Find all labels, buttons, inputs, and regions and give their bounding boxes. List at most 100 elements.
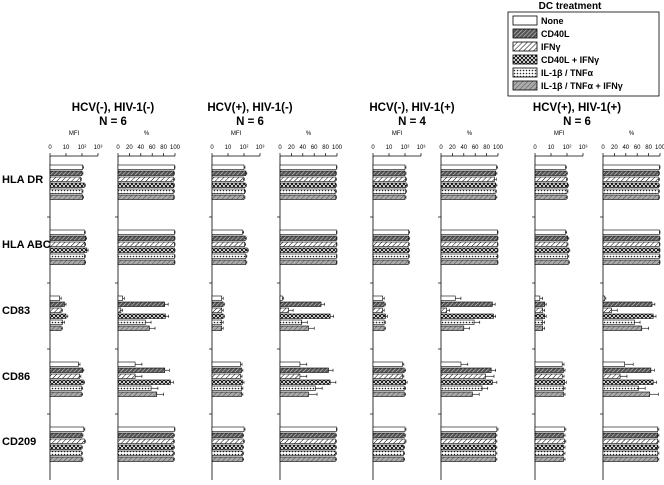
mfi-bar	[372, 194, 406, 200]
pct-bar	[440, 444, 497, 450]
pct-bar	[279, 188, 336, 194]
mfi-bar	[211, 295, 222, 301]
mfi-bar	[534, 319, 543, 325]
pct-bar	[602, 247, 660, 253]
pct-bar	[440, 373, 486, 379]
pct-bar	[117, 432, 174, 438]
tick-label: 10²	[563, 145, 572, 151]
mfi-bar	[372, 176, 406, 182]
pct-bar	[117, 188, 174, 194]
pct-bar	[117, 241, 175, 247]
pct-bar	[117, 438, 174, 444]
tick-label: 10	[386, 145, 393, 151]
mfi-bar	[211, 194, 245, 200]
mfi-bar	[534, 432, 564, 438]
pct-bar	[279, 301, 322, 307]
pct-bar	[279, 253, 337, 259]
pct-bar	[117, 235, 175, 241]
mfi-bar	[211, 379, 243, 385]
tick-label: 10³	[94, 145, 103, 151]
pct-bar	[279, 229, 337, 235]
pct-bar	[602, 426, 659, 432]
pct-bar	[602, 438, 659, 444]
legend-title: DC treatment	[539, 1, 602, 12]
pct-bar	[602, 176, 659, 182]
axis-label: %	[629, 131, 635, 137]
pct-bar	[440, 253, 498, 259]
pct-bar	[117, 259, 175, 265]
mfi-bar	[211, 253, 247, 259]
mfi-bar	[49, 426, 85, 432]
mfi-bar	[372, 229, 409, 235]
pct-bar	[279, 164, 337, 170]
pct-bar	[117, 391, 158, 397]
legend-label: IL-1β / TNFα + IFNγ	[541, 81, 623, 91]
tick-label: 10³	[256, 145, 265, 151]
pct-bar	[279, 313, 331, 319]
tick-label: 60	[311, 145, 318, 151]
mfi-bar	[534, 391, 564, 397]
pct-bar	[117, 301, 166, 307]
pct-bar	[117, 176, 174, 182]
legend-swatch	[512, 15, 538, 26]
mfi-bar	[372, 450, 404, 456]
mfi-bar	[49, 247, 88, 253]
mfi-bar	[211, 438, 244, 444]
pct-bar	[602, 241, 660, 247]
mfi-bar	[211, 182, 246, 188]
tick-label: 60	[472, 145, 479, 151]
pct-bar	[117, 325, 150, 331]
group-title: HCV(+), HIV-1(+)	[533, 102, 621, 114]
mfi-bar	[372, 307, 383, 313]
mfi-bar	[49, 176, 81, 182]
tick-label: 40	[622, 145, 629, 151]
mfi-bar	[372, 182, 407, 188]
mfi-bar	[372, 385, 405, 391]
mfi-bar	[211, 361, 241, 367]
pct-bar	[440, 301, 493, 307]
mfi-bar	[534, 313, 545, 319]
pct-bar	[279, 456, 336, 462]
mfi-bar	[211, 367, 242, 373]
axis-label: %	[306, 131, 312, 137]
pct-bar	[279, 259, 337, 265]
pct-bar	[117, 307, 122, 313]
pct-bar	[117, 194, 175, 200]
pct-bar	[602, 307, 612, 313]
mfi-bar	[211, 432, 243, 438]
pct-bar	[117, 295, 123, 301]
mfi-bar	[534, 164, 566, 170]
mfi-bar	[534, 325, 543, 331]
mfi-bar	[49, 385, 82, 391]
pct-bar	[602, 194, 660, 200]
marker-labels: HLA DR HLA ABC CD83 CD86 CD209	[2, 174, 51, 448]
mfi-bar	[372, 379, 406, 385]
tick-label: 10	[225, 145, 232, 151]
pct-bar	[602, 301, 653, 307]
pct-bar	[602, 253, 660, 259]
pct-bar	[602, 164, 660, 170]
marker-label: CD209	[2, 436, 36, 448]
legend-swatch	[512, 54, 538, 65]
pct-bar	[602, 444, 659, 450]
tick-label: 40	[299, 145, 306, 151]
mfi-bar	[534, 176, 567, 182]
tick-label: 100	[332, 145, 343, 151]
mfi-bar	[372, 426, 406, 432]
pct-bar	[279, 170, 337, 176]
legend-label: None	[541, 16, 564, 26]
mfi-bar	[534, 438, 565, 444]
mfi-bar	[534, 170, 567, 176]
pct-bar	[117, 379, 171, 385]
pct-bar	[440, 367, 492, 373]
pct-bar	[440, 325, 465, 331]
pct-bar	[602, 450, 659, 456]
legend-swatch	[512, 67, 538, 78]
axis-label: MFI	[554, 131, 565, 137]
group-n: N = 6	[236, 116, 264, 128]
pct-bar	[279, 367, 329, 373]
tick-label: 10³	[417, 145, 426, 151]
pct-bar	[602, 170, 660, 176]
tick-label: 100	[655, 145, 664, 151]
mfi-bar	[49, 164, 83, 170]
